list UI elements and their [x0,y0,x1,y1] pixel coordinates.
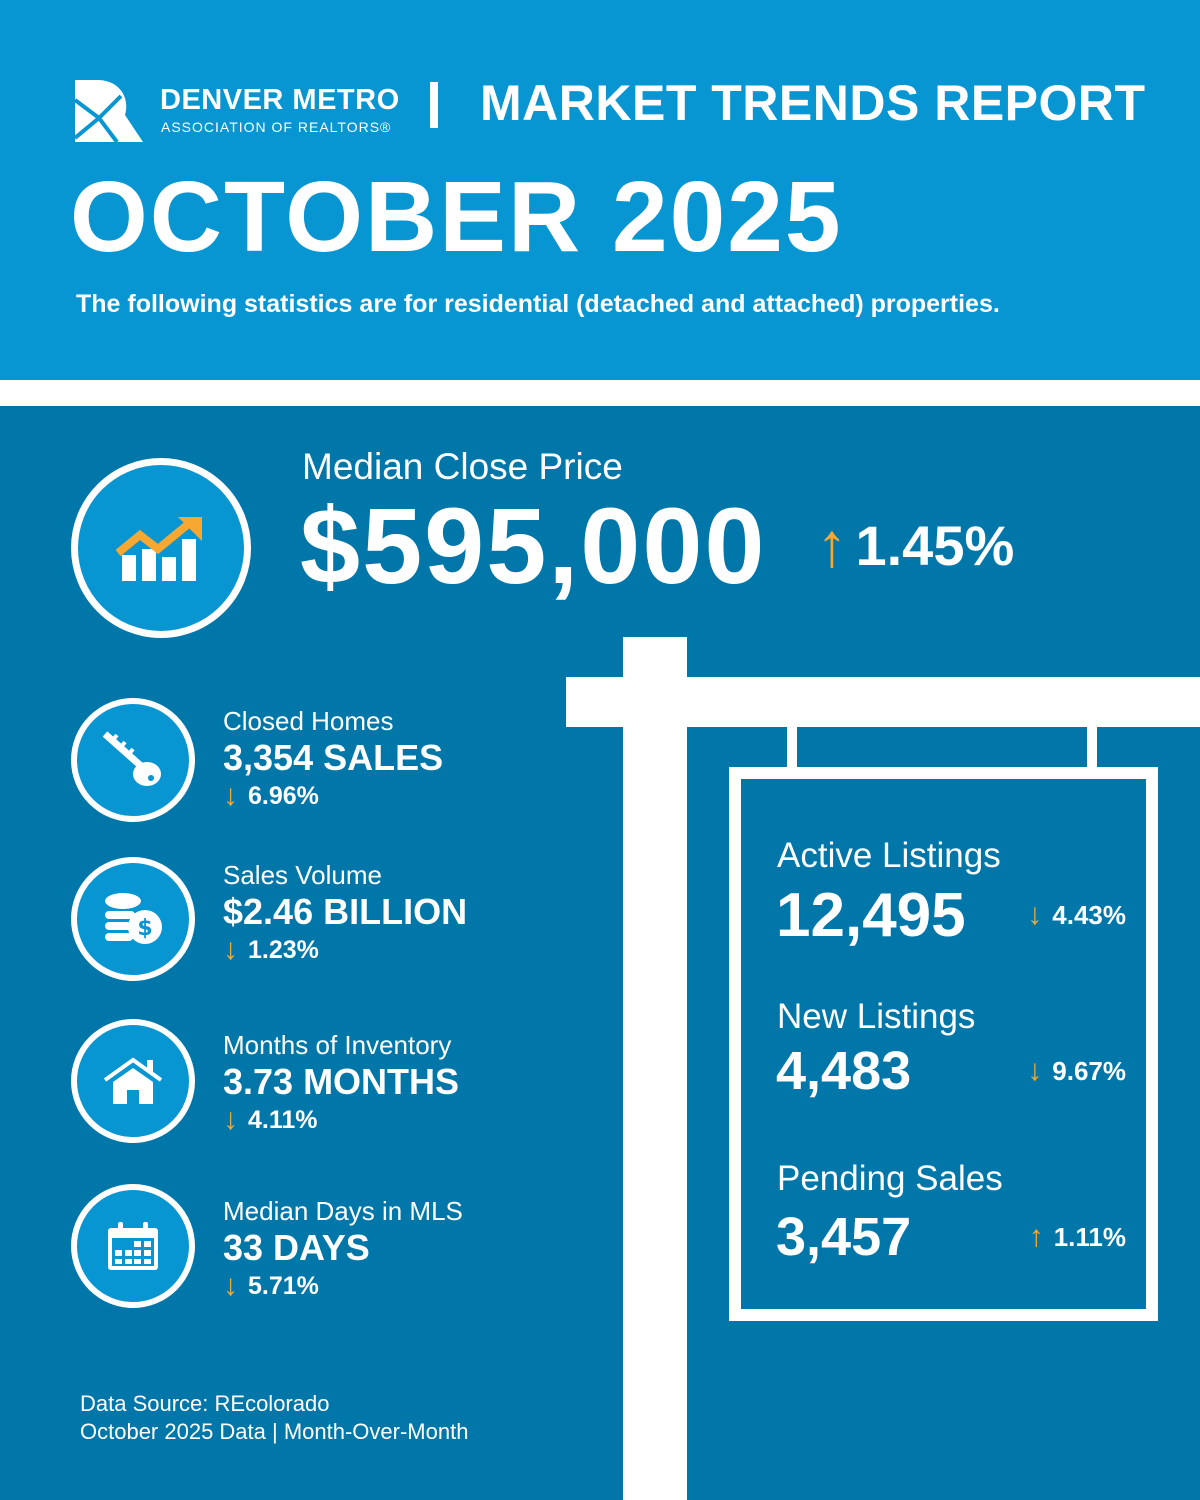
new-listings-change: 9.67% [1052,1055,1126,1086]
arrow-down-icon: ↓ [223,1269,238,1302]
calendar-icon-circle [71,1184,195,1308]
footer: Data Source: REcolorado October 2025 Dat… [80,1390,468,1446]
arrow-down-icon: ↓ [1027,898,1043,931]
stat-days-mls: Median Days in MLS 33 DAYS ↓ 5.71% [223,1196,463,1303]
sign-board [729,767,1158,1321]
sign-post [623,637,687,1500]
active-listings-row: 12,495 ↓ 4.43% [776,880,1126,950]
org-subtitle: ASSOCIATION OF REALTORS® [161,119,392,135]
report-month: OCTOBER 2025 [70,161,843,273]
stat-change: 4.11% [248,1105,318,1134]
coins-icon-circle: $ [71,857,195,981]
house-icon-circle [71,1019,195,1143]
median-price-row: $595,000 ↑ 1.45% [300,485,1015,606]
divider [0,380,1200,406]
sign-hanger [787,727,797,769]
stat-label: Median Days in MLS [223,1196,463,1226]
svg-text:$: $ [137,916,152,941]
arrow-up-icon: ↑ [816,510,848,580]
pending-sales-change: 1.11% [1053,1221,1126,1252]
pending-sales-value: 3,457 [776,1207,912,1267]
arrow-down-icon: ↓ [223,933,238,966]
key-icon [102,731,161,786]
new-listings-row: 4,483 ↓ 9.67% [776,1040,1126,1102]
pending-sales-row: 3,457 ↑ 1.11% [776,1206,1126,1268]
report-title: MARKET TRENDS REPORT [480,75,1146,131]
pending-sales-label: Pending Sales [777,1159,1003,1198]
arrow-down-icon: ↓ [1027,1054,1043,1087]
arrow-down-icon: ↓ [223,1103,238,1136]
stat-value: 3,354 SALES [223,737,444,778]
new-listings-value: 4,483 [776,1041,912,1101]
active-listings-value: 12,495 [776,880,966,950]
sign-hanger [1087,727,1097,769]
stat-months-inventory: Months of Inventory 3.73 MONTHS ↓ 4.11% [223,1030,459,1137]
logo-icon [75,80,143,144]
chart-growth-icon [116,517,202,581]
key-icon-circle [71,698,195,822]
stat-label: Sales Volume [223,860,382,890]
median-price-change: 1.45% [855,513,1015,577]
arrow-down-icon: ↓ [223,779,238,812]
stat-sales-volume: Sales Volume $2.46 BILLION ↓ 1.23% [223,860,467,967]
data-source: Data Source: REcolorado [80,1391,330,1416]
stat-label: Closed Homes [223,706,394,736]
stat-value: 3.73 MONTHS [223,1061,460,1102]
coins-icon: $ [105,893,162,944]
median-price-label: Median Close Price [302,446,623,487]
org-name: DENVER METRO [160,84,400,116]
stat-value: 33 DAYS [223,1227,370,1268]
stat-value: $2.46 BILLION [223,891,468,932]
stat-change: 6.96% [248,781,319,810]
sign-crossbar [566,677,1200,727]
median-price-icon-circle [71,458,251,638]
arrow-up-icon: ↑ [1028,1220,1044,1253]
new-listings-label: New Listings [777,997,976,1036]
active-listings-change: 4.43% [1052,899,1126,930]
stat-change: 5.71% [248,1271,319,1300]
header-band [0,0,1200,380]
stat-label: Months of Inventory [223,1030,452,1060]
data-period: October 2025 Data | Month-Over-Month [80,1419,469,1444]
house-icon [103,1057,163,1104]
stat-closed-homes: Closed Homes 3,354 SALES ↓ 6.96% [223,706,443,813]
median-price-value: $595,000 [300,484,767,606]
calendar-icon [108,1222,158,1270]
active-listings-label: Active Listings [777,836,1001,875]
separator [430,82,438,128]
stat-change: 1.23% [248,935,319,964]
subtitle: The following statistics are for residen… [76,290,1000,318]
